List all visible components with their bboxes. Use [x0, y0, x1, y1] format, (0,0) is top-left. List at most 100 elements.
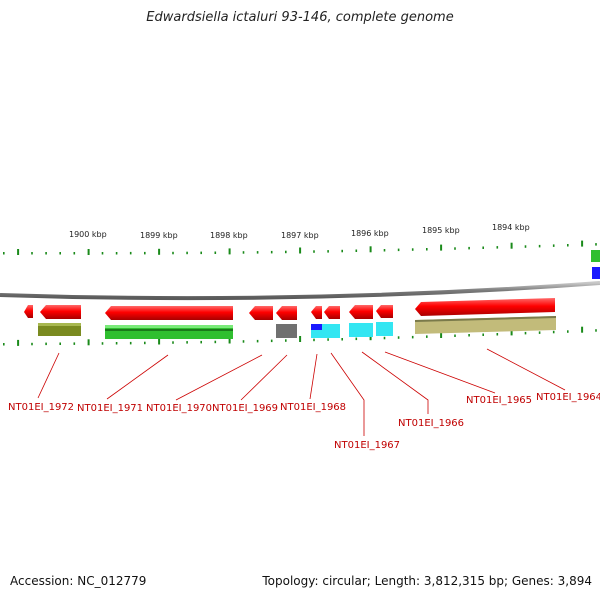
- gene-arrow[interactable]: [349, 305, 373, 319]
- scale-tick-bottom-minor: [144, 341, 146, 345]
- feature-olive-top: [38, 323, 81, 326]
- gene-label[interactable]: NT01EI_1966: [398, 418, 464, 429]
- gene-label[interactable]: NT01EI_1965: [466, 395, 532, 406]
- scale-tick-bottom-minor: [214, 340, 217, 344]
- scale-label-1900: 1900 kbp: [69, 230, 107, 239]
- scale-tick-top-minor: [285, 250, 287, 254]
- scale-tick-bottom-major: [17, 339, 20, 346]
- scale-label-1896: 1896 kbp: [351, 229, 389, 238]
- scale-tick-top-minor: [538, 244, 541, 248]
- gene-arrow[interactable]: [105, 306, 233, 320]
- leader-line: [240, 354, 288, 401]
- scale-tick-bottom-major: [87, 339, 90, 346]
- gene-label[interactable]: NT01EI_1967: [334, 440, 400, 451]
- scale-tick-bottom-minor: [482, 333, 484, 336]
- scale-tick-bottom-minor: [73, 342, 76, 345]
- scale-tick-top-minor: [186, 251, 188, 255]
- gene-arrow[interactable]: [324, 306, 340, 319]
- scale-tick-bottom-minor: [327, 338, 329, 341]
- scale-tick-bottom-major: [581, 326, 584, 333]
- scale-tick-top-major: [440, 244, 443, 251]
- gene-arrow[interactable]: [249, 306, 273, 320]
- scale-tick-bottom-minor: [115, 342, 118, 345]
- scale-tick-bottom-minor: [45, 342, 47, 346]
- gene-arrows: [24, 298, 555, 320]
- gene-label[interactable]: NT01EI_1970: [146, 403, 212, 414]
- scale-tick-top-major: [158, 248, 161, 255]
- scale-tick-bottom-major: [228, 337, 231, 344]
- gene-label[interactable]: NT01EI_1968: [280, 402, 346, 413]
- scale-tick-bottom-minor: [313, 338, 315, 342]
- scale-tick-bottom-minor: [200, 340, 202, 344]
- accession-text: Accession: NC_012779: [10, 574, 147, 588]
- scale-label-1898: 1898 kbp: [210, 231, 248, 240]
- scale-tick-top-minor: [214, 251, 217, 254]
- scale-tick-bottom-major: [299, 336, 302, 342]
- map-title: Edwardsiella ictaluri 93-146, complete g…: [146, 10, 454, 25]
- gene-arrow[interactable]: [311, 306, 322, 319]
- leader-line: [175, 354, 263, 401]
- scale-tick-top-major: [510, 242, 513, 249]
- leader-line: [384, 351, 496, 394]
- scale-tick-top-minor: [595, 243, 597, 246]
- scale-tick-top-minor: [256, 251, 259, 254]
- scale-tick-bottom-minor: [186, 341, 188, 344]
- scale-ticks-top: [3, 240, 597, 255]
- genome-backbone: [0, 281, 600, 301]
- gene-arrow[interactable]: [376, 305, 393, 318]
- scale-tick-top-minor: [383, 249, 386, 252]
- scale-tick-bottom-minor: [285, 339, 287, 342]
- feature-khaki-top: [415, 316, 556, 322]
- feature-blocks: [38, 316, 556, 339]
- feature-green-stripe: [105, 329, 233, 331]
- scale-tick-top-major: [581, 240, 584, 247]
- scale-tick-top-minor: [73, 252, 76, 255]
- scale-tick-top-minor: [411, 248, 414, 251]
- gene-arrow[interactable]: [40, 305, 81, 319]
- scale-tick-bottom-minor: [383, 336, 386, 340]
- scale-tick-bottom-minor: [567, 330, 569, 333]
- gene-arrow[interactable]: [24, 305, 33, 318]
- scale-tick-bottom-minor: [496, 333, 499, 336]
- feature-blue-overlay: [311, 324, 322, 330]
- label-leaders: [37, 348, 566, 436]
- scale-tick-top-minor: [31, 252, 33, 255]
- scale-tick-bottom-minor: [242, 340, 245, 343]
- scale-tick-bottom-minor: [426, 335, 428, 338]
- feature-cyan[interactable]: [376, 322, 393, 336]
- leader-line: [361, 351, 429, 414]
- scale-tick-top-minor: [524, 245, 527, 248]
- scale-label-1897: 1897 kbp: [281, 231, 319, 240]
- scale-tick-top-minor: [59, 252, 61, 255]
- scale-tick-top-major: [228, 248, 231, 255]
- scale-tick-top-minor: [454, 247, 456, 250]
- scale-tick-top-minor: [327, 250, 329, 253]
- scale-tick-bottom-minor: [31, 342, 33, 346]
- scale-tick-top-minor: [270, 250, 273, 254]
- scale-tick-top-minor: [101, 252, 104, 255]
- feature-green[interactable]: [105, 325, 233, 339]
- gene-label[interactable]: NT01EI_1969: [212, 403, 278, 414]
- gene-arrow[interactable]: [276, 306, 297, 320]
- scale-tick-bottom-minor: [59, 342, 61, 345]
- scale-tick-top-minor: [129, 251, 132, 255]
- gene-label[interactable]: NT01EI_1971: [77, 403, 143, 414]
- gene-arrow[interactable]: [415, 298, 555, 316]
- gene-label[interactable]: NT01EI_1972: [8, 402, 74, 413]
- scale-tick-top-minor: [3, 252, 5, 255]
- scale-tick-top-minor: [200, 251, 202, 255]
- scale-tick-bottom-minor: [355, 337, 358, 341]
- feature-olive[interactable]: [38, 323, 81, 336]
- feature-edge-green: [591, 250, 600, 262]
- scale-tick-top-minor: [482, 246, 484, 249]
- feature-edge-blue: [592, 267, 600, 279]
- scale-tick-top-major: [17, 249, 20, 255]
- scale-tick-bottom-minor: [538, 331, 541, 334]
- leader-line: [37, 352, 60, 399]
- feature-gray[interactable]: [276, 324, 297, 338]
- feature-cyan[interactable]: [349, 323, 373, 337]
- scale-tick-bottom-minor: [270, 339, 273, 343]
- topology-text: Topology: circular; Length: 3,812,315 bp…: [262, 574, 592, 588]
- gene-label[interactable]: NT01EI_1964: [536, 392, 600, 403]
